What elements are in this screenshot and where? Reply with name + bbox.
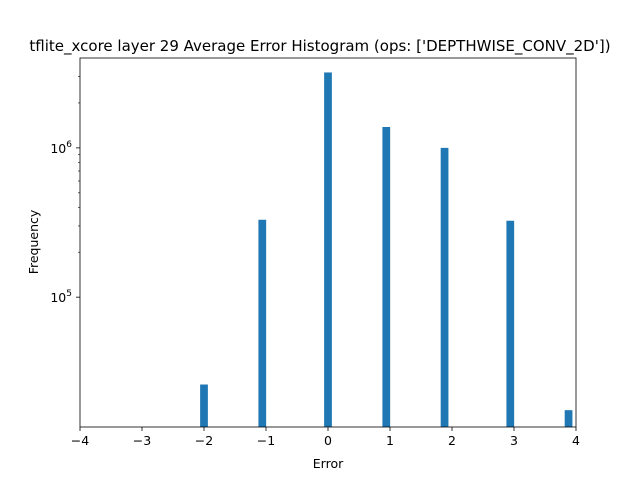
x-axis: −4 −3 −2 −1 0 1 2 3 4 [71,427,580,448]
histogram-bar-1 [258,219,267,427]
histogram-bar-3 [382,126,391,428]
histogram-bar-2 [324,72,332,428]
x-tick-label: 0 [324,433,332,448]
y-axis-label: Frequency [26,209,41,274]
x-tick-label: 3 [510,433,518,448]
y-tick-label: 105 [50,289,72,305]
x-tick-label: −3 [133,433,151,448]
x-tick-label: −4 [71,433,89,448]
x-tick-label: 4 [572,433,580,448]
chart-title: tflite_xcore layer 29 Average Error Hist… [29,37,610,56]
histogram-bar-0 [200,384,208,427]
x-tick-label: −1 [257,433,275,448]
histogram-bar-6 [564,410,573,427]
x-tick-label: 1 [386,433,394,448]
x-tick-label: 2 [448,433,456,448]
histogram-bar-4 [440,147,449,427]
x-tick-label: −2 [195,433,213,448]
y-axis: 105 106 [50,76,80,305]
histogram-bar-5 [506,220,515,427]
x-axis-label: Error [313,456,344,471]
bars-group [200,72,573,428]
y-tick-label: 106 [50,140,72,156]
